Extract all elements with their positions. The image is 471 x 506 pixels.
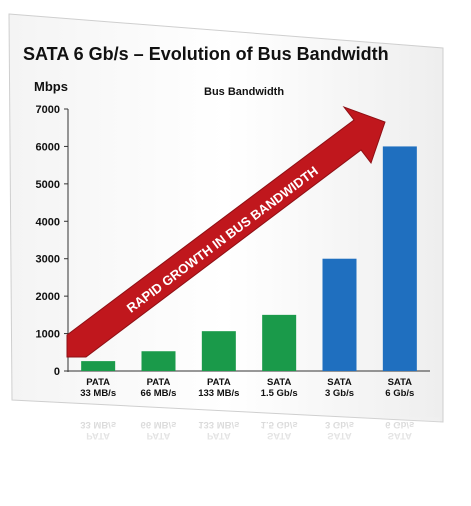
x-tick-label: 133 MB/s (198, 388, 239, 399)
x-tick-label: SATA (327, 377, 352, 388)
y-tick-label: 1000 (36, 329, 60, 341)
x-tick-label: SATA (388, 377, 413, 388)
x-tick-label: 6 Gb/s (385, 388, 414, 399)
x-tick-label: SATA (267, 377, 292, 388)
y-tick-label: 7000 (36, 104, 60, 116)
x-tick-label: PATA (207, 377, 231, 388)
y-tick-label: 4000 (36, 216, 60, 228)
x-tick-label: 33 MB/s (80, 388, 116, 399)
x-tick-label: 1.5 Gb/s (261, 388, 298, 399)
x-tick-label: PATA (147, 377, 171, 388)
bar-1 (81, 361, 116, 371)
x-tick-label: 66 MB/s (141, 388, 177, 399)
y-axis-label: Mbps (34, 79, 68, 94)
bar-2 (141, 351, 176, 371)
legend-label: Bus Bandwidth (204, 86, 284, 98)
x-tick-label: 3 Gb/s (325, 388, 354, 399)
x-tick-label: PATA (86, 377, 110, 388)
bar-5 (322, 258, 357, 371)
y-tick-label: 3000 (36, 254, 60, 266)
bar-4 (262, 314, 297, 371)
y-tick-label: 6000 (36, 141, 60, 153)
bar-6 (382, 146, 417, 371)
y-tick-label: 0 (54, 366, 60, 378)
chart-title: SATA 6 Gb/s – Evolution of Bus Bandwidth (23, 44, 389, 64)
growth-arrow-shape (66, 105, 386, 358)
y-tick-label: 5000 (36, 179, 60, 191)
bar-3 (201, 331, 236, 371)
y-tick-label: 2000 (36, 291, 60, 303)
reflection-fade (60, 415, 440, 475)
